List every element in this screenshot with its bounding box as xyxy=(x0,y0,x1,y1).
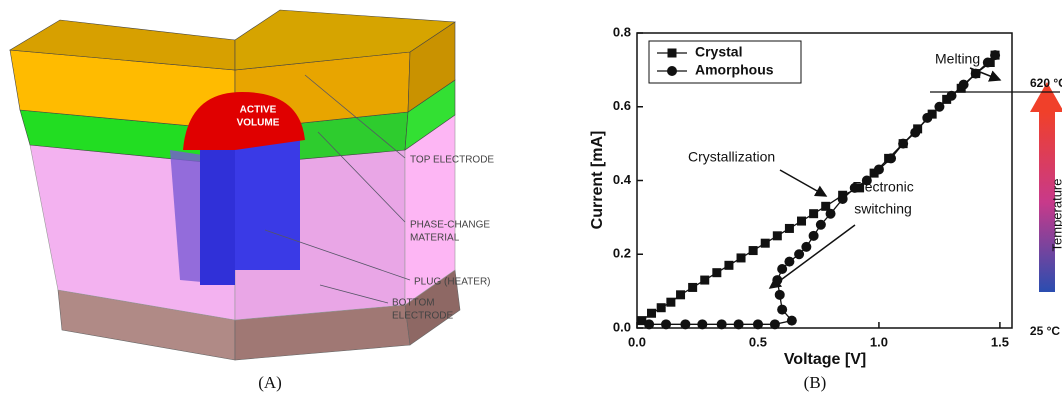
data-point xyxy=(644,319,655,330)
data-point xyxy=(886,153,897,164)
reference-label: 620 °C xyxy=(1030,76,1062,90)
colorbar-title: Temperature xyxy=(1049,179,1062,252)
data-point xyxy=(647,308,657,318)
active-volume-label: ACTIVE xyxy=(240,105,277,116)
data-point xyxy=(748,246,758,256)
arrow xyxy=(768,224,856,289)
data-point xyxy=(982,57,993,68)
data-point xyxy=(797,216,807,226)
legend-marker xyxy=(667,48,677,58)
data-point xyxy=(688,282,698,292)
phase-change-label: PHASE-CHANGE xyxy=(410,220,490,231)
data-point xyxy=(772,275,783,286)
data-point xyxy=(777,304,788,315)
data-point xyxy=(873,164,884,175)
y-tick-label: 0.2 xyxy=(613,246,631,261)
legend-label: Crystal xyxy=(695,44,742,60)
data-point xyxy=(774,289,785,300)
legend-label: Amorphous xyxy=(695,62,774,78)
y-tick-label: 0.4 xyxy=(613,172,632,187)
y-tick-label: 0.0 xyxy=(613,319,631,334)
y-axis-label: Current [mA] xyxy=(589,131,606,230)
data-point xyxy=(700,275,710,285)
data-point xyxy=(760,238,770,248)
data-point xyxy=(724,260,734,270)
data-point xyxy=(784,256,795,267)
data-point xyxy=(849,182,860,193)
bottom-electrode-label: ELECTRODE xyxy=(392,311,453,322)
data-point xyxy=(794,249,805,260)
data-point xyxy=(736,253,746,263)
data-point xyxy=(801,241,812,252)
data-point xyxy=(837,193,848,204)
data-point xyxy=(922,112,933,123)
data-point xyxy=(861,175,872,186)
data-point xyxy=(990,50,1001,61)
x-tick-label: 1.0 xyxy=(870,334,888,349)
data-point xyxy=(676,290,686,300)
caption: (B) xyxy=(804,373,827,392)
data-point xyxy=(910,127,921,138)
colorbar-low-label: 25 °C xyxy=(1030,324,1060,338)
data-point xyxy=(777,264,788,274)
data-point xyxy=(808,230,819,241)
data-point xyxy=(637,316,647,326)
x-axis-label: Voltage [V] xyxy=(784,351,866,368)
colorbar-arrow xyxy=(1030,82,1062,112)
data-point xyxy=(680,319,691,330)
y-tick-label: 0.8 xyxy=(613,24,631,39)
caption: (A) xyxy=(258,373,282,392)
top-electrode-label: TOP ELECTRODE xyxy=(410,155,494,166)
data-point xyxy=(769,319,780,330)
series-line xyxy=(641,54,996,322)
phase-change-label: MATERIAL xyxy=(410,233,460,244)
x-tick-label: 0.0 xyxy=(628,334,646,349)
legend-marker xyxy=(667,66,677,76)
data-point xyxy=(784,223,794,233)
data-point xyxy=(661,319,672,330)
data-point xyxy=(809,209,819,219)
annotation: Melting xyxy=(935,51,980,67)
bottom-electrode-label: BOTTOM xyxy=(392,298,435,309)
device-diagram: ACTIVE VOLUME TOP ELECTRODE PHASE-CHANGE… xyxy=(9,9,494,361)
data-point xyxy=(825,208,836,219)
data-point xyxy=(815,219,826,230)
data-point xyxy=(697,319,708,330)
data-point xyxy=(666,297,676,307)
data-point xyxy=(712,268,722,278)
annotation: switching xyxy=(854,201,912,217)
y-tick-label: 0.6 xyxy=(613,98,631,113)
data-point xyxy=(821,201,831,211)
annotation: Crystallization xyxy=(688,149,775,165)
data-point xyxy=(958,79,969,90)
data-point xyxy=(752,319,763,330)
data-point xyxy=(733,319,744,330)
data-point xyxy=(970,68,981,79)
x-tick-label: 0.5 xyxy=(749,334,767,349)
arrow xyxy=(779,169,828,197)
colorbar xyxy=(1039,112,1055,292)
data-point xyxy=(934,101,945,112)
x-tick-label: 1.5 xyxy=(991,334,1009,349)
data-point xyxy=(656,303,666,313)
legend-box xyxy=(648,40,802,84)
data-point xyxy=(772,231,782,241)
data-point xyxy=(946,90,957,101)
plug-label: PLUG (HEATER) xyxy=(414,277,491,288)
data-point xyxy=(716,319,727,330)
data-point xyxy=(898,138,909,149)
data-point xyxy=(786,315,797,326)
active-volume-label: VOLUME xyxy=(237,118,280,129)
